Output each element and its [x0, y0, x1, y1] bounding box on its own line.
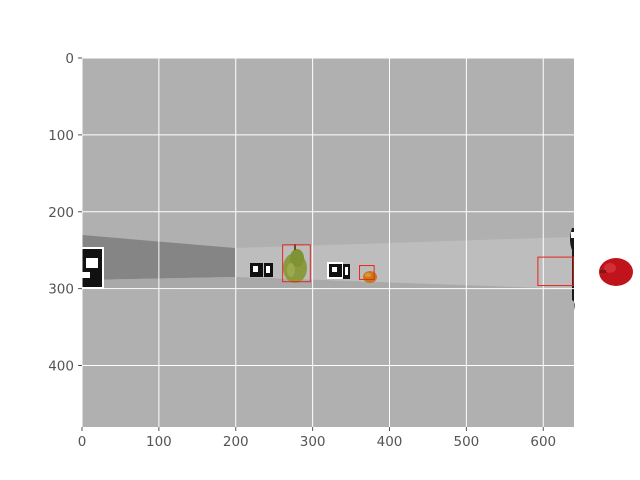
- y-tick-label: 400: [48, 359, 74, 375]
- red-bell-pepper: [599, 258, 633, 286]
- y-tick-label: 0: [65, 51, 74, 67]
- marker-pair-1: [250, 263, 273, 277]
- marker-left: [82, 247, 104, 289]
- x-tick-label: 0: [78, 434, 87, 450]
- plot-area: [82, 58, 633, 427]
- y-tick-label: 100: [48, 128, 74, 144]
- orange: [363, 271, 377, 283]
- x-tick-label: 200: [223, 434, 249, 450]
- x-tick-label: 300: [300, 434, 326, 450]
- x-tick-label: 400: [377, 434, 403, 450]
- marker-pair-2: [327, 262, 350, 279]
- x-tick-label: 600: [530, 434, 556, 450]
- y-tick-label: 200: [48, 205, 74, 221]
- x-tick-label: 500: [453, 434, 479, 450]
- y-tick-label: 300: [48, 282, 74, 298]
- x-tick-label: 100: [146, 434, 172, 450]
